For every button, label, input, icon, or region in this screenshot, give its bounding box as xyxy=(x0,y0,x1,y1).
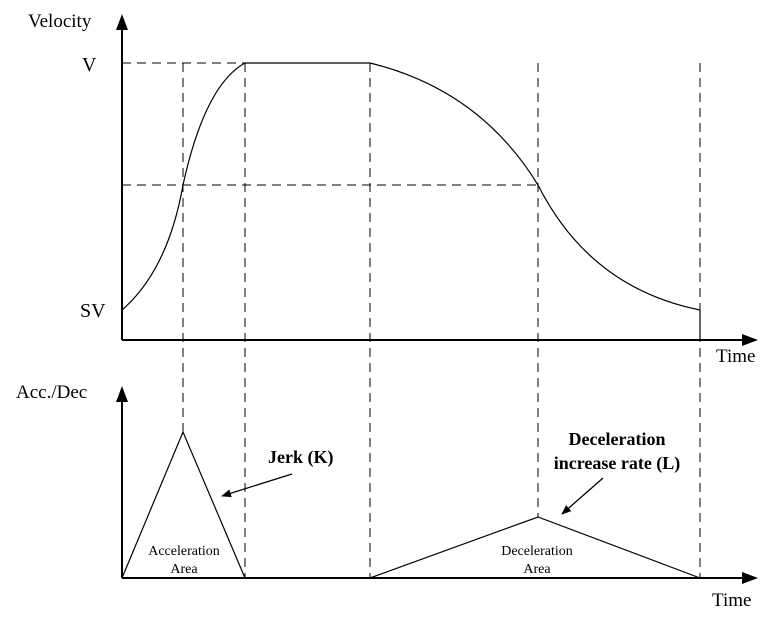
decel-rate-arrow xyxy=(561,477,604,515)
sv-level-label: SV xyxy=(80,300,106,322)
acc-time-axis-arrow xyxy=(742,572,758,584)
acceleration-triangle xyxy=(121,430,246,579)
deceleration-area-label-line1: Deceleration xyxy=(501,544,573,559)
decel-rate-label-line1: Deceleration xyxy=(569,429,666,449)
velocity-axis-label: Velocity xyxy=(28,11,92,32)
velocity-time-axis-arrow xyxy=(742,334,758,346)
v-level-label: V xyxy=(82,54,97,76)
deceleration-triangle xyxy=(369,516,701,579)
acceleration-graph: Acc./Dec Time Acceleration Area Decelera… xyxy=(16,382,758,611)
velocity-graph: Velocity V SV Time xyxy=(28,11,758,367)
phase-guides xyxy=(182,63,701,578)
acceleration-area-label-line1: Acceleration xyxy=(148,544,220,559)
jerk-arrow xyxy=(221,473,293,498)
deceleration-area-label-line2: Area xyxy=(523,562,551,577)
time-axis-label-top: Time xyxy=(716,346,755,367)
deceleration-curve-lower xyxy=(537,184,701,311)
annotations: Jerk (K) Deceleration increase rate (L) xyxy=(221,429,681,515)
acc-y-axis-arrow xyxy=(116,386,128,402)
deceleration-curve-upper xyxy=(369,62,539,186)
velocity-y-axis-arrow xyxy=(116,14,128,30)
time-axis-label-bottom: Time xyxy=(712,590,751,611)
jerk-label: Jerk (K) xyxy=(268,447,333,468)
acceleration-area-label-line2: Area xyxy=(170,562,198,577)
acc-dec-axis-label: Acc./Dec xyxy=(16,382,87,403)
decel-rate-label-line2: increase rate (L) xyxy=(554,453,681,474)
